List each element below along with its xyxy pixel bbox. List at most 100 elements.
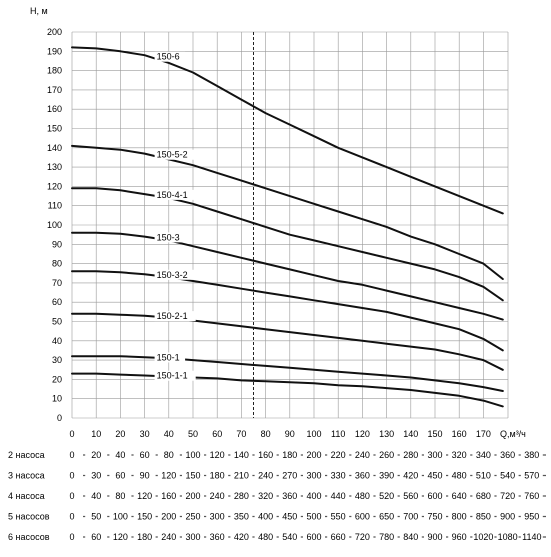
row-value-bg: [85, 491, 108, 501]
row-value-bg: [448, 511, 471, 522]
row-value: 360: [355, 471, 370, 481]
row-value: 300: [210, 512, 225, 522]
row-value-bg: [157, 450, 180, 460]
row-value-bg: [496, 511, 519, 522]
row-value: 260: [379, 450, 394, 460]
row-value: 0: [69, 471, 74, 481]
row-value-bg: [109, 511, 132, 522]
row-value: 20: [91, 450, 101, 460]
row-value-bg: [351, 491, 374, 501]
series-label: 150-4-1: [157, 190, 188, 200]
series-label: 150-1-1: [157, 371, 188, 381]
row-value-bg: [520, 511, 543, 522]
row-value-bg: [230, 511, 253, 522]
series-line: [71, 187, 504, 302]
series-line: [71, 312, 504, 371]
row-value-bg: [182, 511, 204, 522]
row-value: 80: [115, 491, 125, 501]
row-value-bg: [496, 470, 519, 481]
row-value: 450: [427, 471, 442, 481]
x-tick-label: 160: [452, 429, 467, 439]
row-value-bg: [278, 532, 301, 542]
y-tick-label: 110: [48, 201, 62, 211]
x-tick-label: 140: [403, 429, 418, 439]
row-value-bg: [351, 511, 374, 522]
row-value: 220: [331, 450, 346, 460]
row-value: 240: [355, 450, 370, 460]
row-value: 360: [210, 532, 225, 542]
x-tick-label: 40: [164, 429, 174, 439]
row-value: 200: [161, 512, 176, 522]
row-value: 960: [452, 532, 467, 542]
row-value-bg: [206, 511, 229, 522]
row-value: 1080: [498, 532, 518, 542]
row-value: 650: [379, 512, 394, 522]
row-value: 120: [161, 471, 176, 481]
row-value: 330: [331, 471, 346, 481]
row-value: 30: [91, 471, 101, 481]
row-value-bg: [424, 511, 446, 522]
row-value-bg: [206, 470, 229, 481]
row-value-bg: [254, 532, 277, 542]
row-value: 0: [69, 491, 74, 501]
row-value: 540: [500, 471, 515, 481]
row-value: 150: [185, 471, 200, 481]
row-value: 60: [140, 450, 150, 460]
row-value-bg: [496, 450, 519, 460]
y-tick-label: 0: [57, 413, 62, 423]
row-value: 60: [115, 471, 125, 481]
row-value: 60: [91, 532, 101, 542]
y-tick-label: 40: [52, 336, 62, 346]
row-value: 0: [69, 532, 74, 542]
row-value-bg: [303, 532, 325, 542]
row-value-bg: [303, 491, 325, 501]
y-tick-label: 130: [47, 162, 62, 172]
series-label: 150-5-2: [157, 150, 188, 160]
row-value-bg: [375, 470, 398, 481]
row-value: 510: [476, 471, 491, 481]
row-value: 760: [524, 491, 539, 501]
series-label: 150-3-2: [157, 270, 188, 280]
row-value-bg: [399, 511, 422, 522]
y-tick-label: 140: [47, 143, 62, 153]
row-value-bg: [399, 470, 422, 481]
series-line: [71, 372, 504, 408]
row-value-bg: [278, 511, 301, 522]
row-value-bg: [375, 532, 398, 542]
row-value-bg: [520, 450, 543, 460]
row-value-bg: [327, 470, 350, 481]
row-value-bg: [133, 511, 156, 522]
row-value-bg: [496, 532, 519, 542]
row-value-bg: [375, 450, 398, 460]
row-value: 480: [452, 471, 467, 481]
x-tick-label: 90: [285, 429, 295, 439]
row-value-bg: [375, 491, 398, 501]
x-tick-label: 50: [188, 429, 198, 439]
row-value: 320: [258, 491, 273, 501]
row-value-bg: [327, 511, 350, 522]
row-label: 2 насоса: [8, 450, 45, 460]
row-value-bg: [109, 470, 132, 481]
row-value-bg: [230, 491, 253, 501]
row-value: 550: [331, 512, 346, 522]
row-value: 420: [403, 471, 418, 481]
row-value: 280: [403, 450, 418, 460]
series-label: 150-6: [157, 52, 180, 62]
row-value-bg: [351, 470, 374, 481]
row-label: 5 насосов: [8, 512, 50, 522]
row-value: 80: [164, 450, 174, 460]
row-value-bg: [424, 491, 446, 501]
y-tick-label: 70: [52, 278, 62, 288]
series-line: [71, 355, 504, 392]
row-value: 340: [476, 450, 491, 460]
row-value-bg: [254, 450, 277, 460]
row-value-bg: [85, 470, 108, 481]
row-value: 180: [210, 471, 225, 481]
row-value: 280: [234, 491, 249, 501]
row-value: 420: [234, 532, 249, 542]
row-value: 640: [452, 491, 467, 501]
row-value: 440: [331, 491, 346, 501]
row-value: 40: [115, 450, 125, 460]
row-value: 240: [161, 532, 176, 542]
